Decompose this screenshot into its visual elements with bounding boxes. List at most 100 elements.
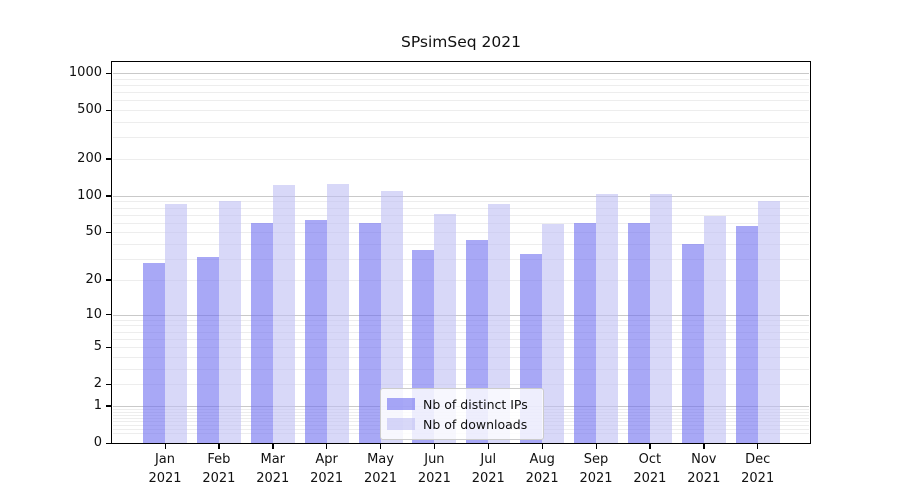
minor-gridline — [113, 368, 809, 370]
bar-distinct-ips-feb — [196, 257, 219, 443]
x-tick-mark — [487, 444, 490, 449]
bar-distinct-ips-oct — [627, 222, 650, 443]
minor-gridline — [113, 325, 809, 327]
minor-gridline — [113, 244, 809, 246]
x-tick-mark — [757, 444, 759, 449]
y-tick-mark — [106, 279, 111, 281]
bar-downloads-feb — [218, 200, 241, 443]
x-tick-label-jan: Jan 2021 — [148, 452, 182, 486]
x-tick-label-oct: Oct 2021 — [633, 452, 667, 486]
bar-downloads-jul — [488, 203, 511, 443]
y-tick-mark — [106, 346, 111, 348]
bar-distinct-ips-may — [358, 222, 381, 443]
minor-gridline — [113, 78, 809, 80]
major-gridline — [113, 73, 809, 74]
bar-distinct-ips-jan — [143, 262, 165, 443]
bar-downloads-jan — [165, 204, 187, 443]
x-tick-mark — [272, 444, 274, 449]
minor-gridline — [113, 201, 809, 203]
legend-swatch-downloads — [387, 418, 415, 430]
y-tick-label: 50 — [85, 224, 102, 240]
minor-gridline — [113, 214, 809, 216]
legend-item-distinct-ips: Nb of distinct IPs — [387, 394, 536, 414]
y-tick-label: 1 — [93, 397, 102, 413]
legend-label-downloads: Nb of downloads — [423, 416, 528, 432]
legend: Nb of distinct IPs Nb of downloads — [380, 388, 544, 440]
bar-downloads-apr — [326, 184, 349, 443]
bar-distinct-ips-dec — [735, 226, 758, 443]
x-tick-mark — [703, 444, 705, 449]
x-tick-mark — [541, 444, 543, 449]
y-tick-label: 1000 — [68, 65, 102, 80]
bar-distinct-ips-nov — [681, 244, 704, 443]
minor-gridline — [113, 232, 809, 234]
y-tick-label: 0 — [93, 435, 102, 450]
y-tick-mark — [106, 72, 111, 74]
x-tick-label-nov: Nov 2021 — [687, 452, 721, 486]
minor-gridline — [113, 92, 809, 94]
x-tick-label-apr: Apr 2021 — [310, 452, 344, 486]
y-tick-mark — [106, 314, 111, 316]
bar-downloads-sep — [596, 193, 619, 443]
minor-gridline — [113, 158, 809, 160]
bar-distinct-ips-sep — [574, 222, 597, 443]
chart-title: SPsimSeq 2021 — [401, 33, 521, 51]
minor-gridline — [113, 207, 809, 209]
minor-gridline — [113, 347, 809, 349]
major-gridline — [113, 314, 809, 316]
y-tick-label: 500 — [77, 102, 102, 118]
minor-gridline — [113, 222, 809, 224]
y-tick-mark — [106, 383, 111, 385]
bar-downloads-dec — [757, 201, 780, 443]
minor-gridline — [113, 84, 809, 86]
major-gridline — [113, 195, 809, 197]
bar-downloads-nov — [703, 216, 726, 443]
x-tick-label-sep: Sep 2021 — [579, 452, 613, 486]
x-tick-label-dec: Dec 2021 — [741, 452, 775, 486]
y-tick-mark — [106, 405, 111, 407]
y-tick-mark — [106, 158, 111, 160]
y-tick-label: 5 — [93, 339, 102, 355]
x-tick-mark — [649, 444, 651, 449]
minor-gridline — [113, 319, 809, 321]
y-tick-label: 2 — [93, 376, 102, 392]
minor-gridline — [113, 121, 809, 123]
minor-gridline — [113, 331, 809, 333]
minor-gridline — [113, 100, 809, 102]
x-tick-label-may: May 2021 — [363, 452, 398, 486]
legend-item-downloads: Nb of downloads — [387, 414, 536, 434]
x-tick-label-feb: Feb 2021 — [202, 452, 236, 486]
y-tick-label: 200 — [77, 150, 102, 166]
minor-gridline — [113, 137, 809, 139]
y-tick-label: 100 — [77, 187, 102, 203]
y-tick-label: 20 — [85, 271, 102, 287]
legend-label-distinct-ips: Nb of distinct IPs — [423, 396, 528, 412]
minor-gridline — [113, 338, 809, 340]
x-tick-mark — [164, 444, 166, 449]
bar-downloads-may — [380, 191, 403, 443]
x-tick-mark — [433, 444, 436, 449]
x-tick-label-mar: Mar 2021 — [256, 452, 290, 486]
x-tick-label-jun: Jun 2021 — [417, 452, 451, 486]
x-tick-mark — [595, 444, 597, 449]
legend-swatch-distinct-ips — [387, 398, 415, 410]
bar-downloads-oct — [649, 193, 672, 443]
minor-gridline — [113, 384, 809, 386]
minor-gridline — [113, 259, 809, 261]
y-tick-mark — [106, 442, 111, 444]
x-tick-mark — [218, 444, 220, 449]
y-tick-mark — [106, 195, 111, 197]
y-tick-mark — [106, 109, 111, 111]
x-tick-label-aug: Aug 2021 — [525, 452, 559, 486]
x-tick-mark — [380, 444, 382, 449]
minor-gridline — [113, 110, 809, 112]
x-tick-label-jul: Jul 2021 — [471, 452, 505, 486]
bar-downloads-aug — [542, 223, 565, 443]
bar-distinct-ips-apr — [304, 220, 327, 443]
bar-downloads-jun — [434, 213, 457, 443]
y-tick-mark — [106, 231, 111, 234]
bar-downloads-mar — [272, 184, 295, 443]
bar-distinct-ips-mar — [250, 222, 273, 443]
x-tick-mark — [326, 444, 328, 449]
